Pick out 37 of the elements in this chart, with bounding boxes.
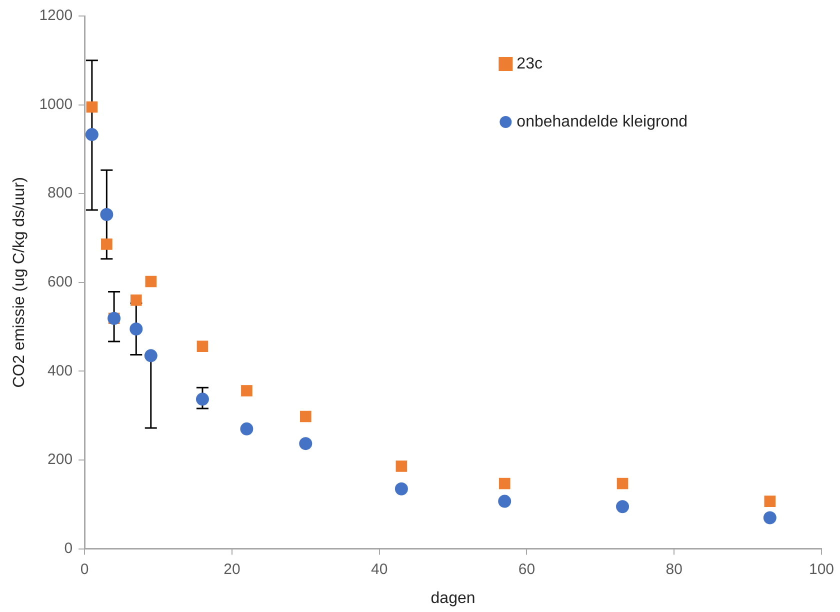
point: [396, 460, 408, 472]
point: [394, 482, 408, 496]
point: [764, 496, 776, 507]
point: [616, 478, 628, 490]
y-tick-label: 800: [48, 184, 73, 202]
point: [241, 385, 252, 396]
x-axis-title: dagen: [430, 590, 476, 607]
y-tick-label: 400: [48, 362, 73, 380]
point: [196, 392, 209, 406]
point: [240, 422, 254, 436]
point: [498, 478, 510, 490]
y-axis-title: CO2 emissie (ug C/kg ds/uur): [11, 177, 28, 388]
point: [763, 511, 776, 524]
point: [299, 437, 312, 450]
point: [300, 410, 312, 422]
y-tick-label: 1200: [39, 7, 73, 24]
x-tick-label: 20: [224, 560, 240, 578]
x-tick-label: 60: [518, 560, 536, 578]
x-tick-label: 80: [666, 560, 682, 578]
point: [616, 500, 630, 514]
legend-label: 23c: [516, 55, 542, 72]
x-tick-label: 0: [80, 560, 89, 578]
point: [130, 322, 143, 336]
y-tick-label: 0: [64, 540, 73, 557]
point: [144, 349, 158, 362]
point: [100, 208, 114, 221]
point: [145, 276, 157, 288]
point: [196, 340, 208, 352]
y-tick-label: 1000: [39, 96, 73, 113]
y-tick-label: 200: [48, 451, 73, 468]
y-tick-label: 600: [48, 274, 73, 291]
legend-label: onbehandelde kleigrond: [516, 113, 688, 130]
point: [498, 494, 512, 508]
point: [101, 238, 112, 250]
x-tick-label: 100: [808, 560, 834, 578]
x-tick-label: 40: [370, 560, 388, 578]
point: [130, 294, 142, 306]
